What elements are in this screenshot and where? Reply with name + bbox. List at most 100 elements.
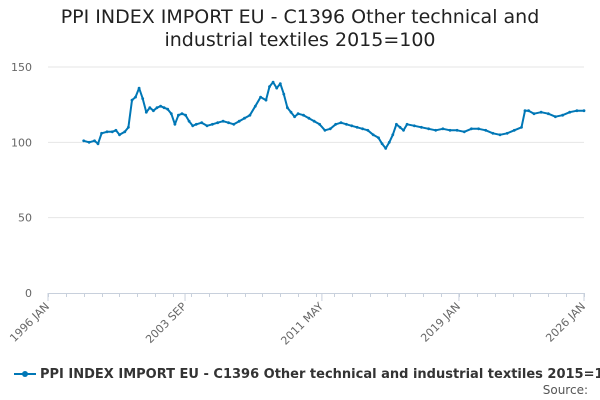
data-point bbox=[114, 128, 118, 132]
data-point bbox=[148, 106, 152, 110]
data-point bbox=[334, 122, 338, 126]
data-point bbox=[87, 140, 91, 144]
data-point bbox=[568, 110, 572, 114]
legend[interactable]: PPI INDEX IMPORT EU - C1396 Other techni… bbox=[14, 366, 600, 382]
data-point bbox=[491, 131, 495, 135]
data-point bbox=[296, 112, 300, 116]
data-point bbox=[323, 128, 327, 132]
data-point bbox=[118, 133, 121, 137]
data-point bbox=[123, 130, 127, 134]
data-point bbox=[221, 119, 225, 123]
data-point bbox=[532, 112, 536, 116]
data-point bbox=[93, 139, 96, 143]
data-point bbox=[520, 125, 523, 129]
data-point bbox=[455, 128, 459, 132]
data-point bbox=[187, 119, 191, 123]
data-point bbox=[575, 109, 579, 113]
data-point bbox=[527, 109, 530, 113]
data-point bbox=[505, 131, 509, 135]
data-point bbox=[105, 130, 109, 134]
data-point bbox=[554, 115, 557, 119]
source-label: Source: bbox=[542, 383, 588, 397]
data-point bbox=[361, 127, 364, 131]
data-point bbox=[205, 124, 209, 128]
data-point bbox=[448, 128, 452, 132]
data-point bbox=[137, 86, 141, 90]
data-point bbox=[259, 95, 262, 99]
x-tick-label: 2019 JAN bbox=[418, 300, 463, 345]
data-point bbox=[96, 142, 100, 146]
data-point bbox=[232, 122, 236, 126]
data-point bbox=[282, 92, 286, 96]
y-tick-label: 150 bbox=[11, 61, 32, 74]
data-point bbox=[248, 113, 252, 117]
data-point bbox=[523, 109, 527, 113]
data-point bbox=[387, 140, 391, 144]
data-point bbox=[302, 113, 305, 117]
y-tick-label: 0 bbox=[25, 287, 32, 300]
y-tick-label: 100 bbox=[11, 136, 32, 149]
data-point bbox=[237, 119, 241, 123]
x-tick-label: 2011 MAY bbox=[278, 300, 326, 348]
data-point bbox=[278, 82, 282, 85]
data-point bbox=[412, 124, 416, 128]
data-point bbox=[166, 107, 170, 111]
data-point bbox=[312, 119, 316, 123]
data-point bbox=[355, 125, 359, 129]
data-point bbox=[339, 121, 343, 125]
data-point bbox=[345, 122, 348, 126]
y-tick-label: 50 bbox=[18, 212, 32, 225]
data-point bbox=[180, 112, 184, 116]
data-point bbox=[253, 104, 257, 108]
data-point bbox=[477, 127, 480, 131]
data-point bbox=[380, 142, 384, 146]
data-point bbox=[328, 127, 332, 131]
x-tick-label: 2026 JAN bbox=[543, 300, 588, 345]
x-tick-label: 2003 SEP bbox=[143, 300, 189, 346]
data-point bbox=[271, 80, 275, 84]
data-point bbox=[402, 128, 405, 132]
data-point bbox=[441, 127, 445, 131]
data-point bbox=[395, 122, 398, 126]
series-line bbox=[83, 81, 584, 150]
data-point bbox=[434, 128, 438, 132]
data-point bbox=[159, 104, 163, 108]
data-point bbox=[264, 98, 268, 102]
data-point bbox=[152, 109, 155, 113]
data-point bbox=[484, 128, 488, 132]
data-point bbox=[184, 113, 188, 117]
data-point bbox=[512, 128, 516, 132]
data-point bbox=[470, 127, 473, 131]
data-point bbox=[293, 115, 296, 119]
data-point bbox=[243, 116, 246, 120]
legend-line-marker-icon bbox=[14, 366, 36, 382]
data-point bbox=[318, 122, 321, 126]
data-point bbox=[200, 121, 204, 125]
data-point bbox=[289, 110, 293, 114]
data-point bbox=[130, 98, 134, 102]
data-point bbox=[169, 112, 173, 116]
data-point bbox=[134, 95, 137, 99]
data-point bbox=[155, 106, 159, 110]
data-point bbox=[162, 106, 166, 110]
data-point bbox=[110, 130, 114, 134]
data-point bbox=[100, 131, 103, 135]
data-point bbox=[405, 122, 409, 126]
data-point bbox=[582, 109, 586, 113]
chart-title: PPI INDEX IMPORT EU - C1396 Other techni… bbox=[60, 6, 540, 51]
data-point bbox=[498, 133, 502, 137]
data-point bbox=[371, 133, 375, 137]
data-point bbox=[377, 136, 380, 140]
data-point bbox=[391, 133, 395, 137]
data-point bbox=[561, 113, 564, 117]
data-point bbox=[194, 122, 198, 126]
data-point bbox=[216, 121, 220, 125]
data-point bbox=[546, 112, 550, 116]
data-point bbox=[126, 125, 130, 129]
data-point bbox=[144, 110, 148, 114]
data-point bbox=[82, 139, 86, 143]
data-point bbox=[462, 130, 466, 134]
data-point bbox=[268, 85, 271, 88]
data-point bbox=[227, 121, 230, 125]
